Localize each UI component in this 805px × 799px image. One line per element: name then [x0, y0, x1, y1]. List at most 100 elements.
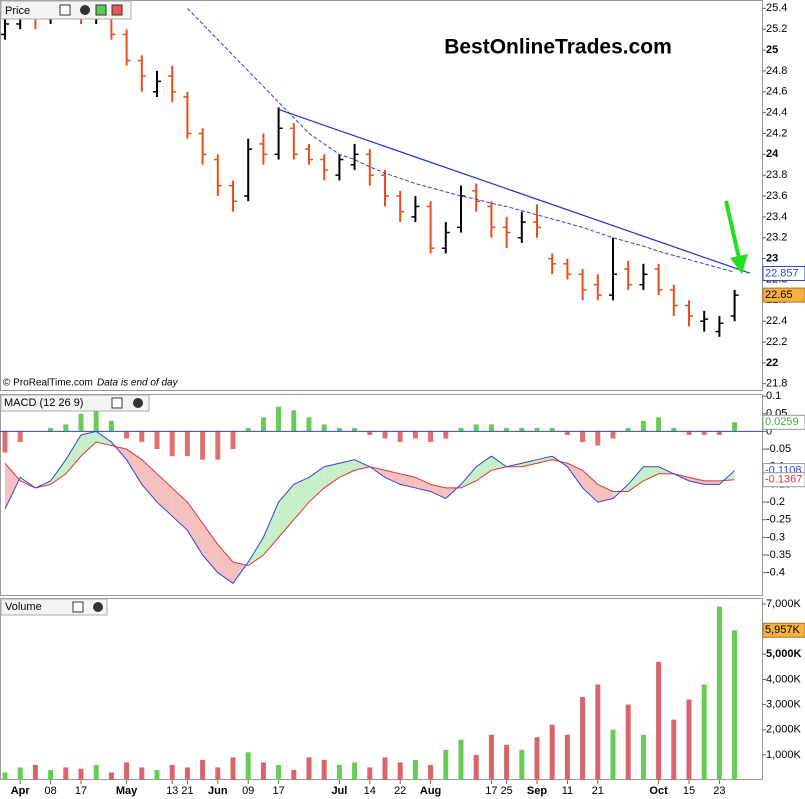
y-tick-label: 7,000K — [766, 598, 802, 610]
icon[interactable] — [72, 601, 84, 613]
histogram-bar — [580, 431, 586, 443]
histogram-bar — [367, 431, 373, 435]
volume-bar — [291, 769, 297, 780]
value-marker-label: 5,957K — [765, 624, 801, 636]
arrow — [724, 200, 741, 259]
macd-fill — [385, 470, 401, 485]
histogram-bar — [504, 427, 510, 432]
histogram-bar — [93, 410, 99, 432]
macd-fill — [643, 466, 659, 481]
volume-bar — [397, 762, 403, 780]
histogram-bar — [397, 431, 403, 443]
histogram-bar — [564, 431, 570, 435]
macd-fill — [81, 431, 97, 457]
macd-fill — [689, 477, 705, 485]
volume-bar — [428, 764, 434, 780]
y-tick-label: 21.8 — [766, 378, 787, 390]
x-tick-label: Apr — [11, 785, 31, 797]
macd-header: MACD (12 26 9) — [0, 394, 150, 412]
moving-average — [187, 7, 735, 273]
macd-fill — [5, 463, 21, 510]
y-tick-label: 23 — [766, 253, 778, 265]
histogram-bar — [352, 427, 358, 432]
y-tick-label: 23.8 — [766, 169, 787, 181]
icon[interactable] — [93, 602, 103, 612]
histogram-bar — [200, 431, 206, 460]
volume-bar — [245, 752, 251, 780]
volume-bar — [519, 749, 525, 780]
macd-line — [4, 430, 735, 584]
y-tick-label: -0.35 — [766, 549, 791, 561]
volume-panel — [0, 598, 763, 780]
value-marker — [762, 414, 805, 430]
volume-bar — [32, 764, 38, 780]
histogram-bar — [488, 424, 494, 432]
macd-fill — [96, 431, 112, 446]
y-tick-label: 0 — [766, 425, 772, 437]
y-tick-label: 25.2 — [766, 23, 787, 35]
macd-fill — [567, 463, 583, 488]
x-tick-label: 11 — [562, 785, 573, 797]
histogram-bar — [63, 424, 69, 432]
y-tick-label: 4,000K — [766, 673, 802, 685]
panel-title: Price — [5, 5, 30, 17]
value-marker — [762, 472, 805, 488]
volume-bar — [701, 684, 707, 780]
histogram-bar — [17, 431, 23, 443]
volume-bar — [580, 697, 586, 780]
histogram-bar — [169, 431, 175, 457]
volume-bar — [336, 764, 342, 780]
volume-bar — [671, 719, 677, 780]
volume-bar — [367, 767, 373, 780]
histogram-bar — [671, 427, 677, 432]
value-marker-label: 0.0259 — [765, 416, 799, 428]
histogram-bar — [625, 427, 631, 432]
volume-bar — [306, 757, 312, 780]
y-tick-label: 23.6 — [766, 190, 787, 202]
trendline — [278, 108, 750, 274]
x-tick-label: Jul — [331, 785, 347, 797]
volume-bar — [276, 764, 282, 780]
volume-bar — [154, 769, 160, 780]
icon[interactable] — [111, 4, 123, 16]
volume-header: Volume — [0, 598, 108, 616]
note: Data is end of day — [97, 378, 179, 389]
volume-bar — [63, 767, 69, 780]
x-tick-label: 17 — [485, 785, 497, 797]
icon[interactable] — [111, 397, 123, 409]
macd-fill — [582, 470, 598, 503]
volume-bar — [108, 772, 114, 780]
y-tick-label: -0.4 — [766, 567, 785, 579]
value-marker-label: -0.1367 — [765, 474, 802, 486]
histogram-bar — [291, 410, 297, 432]
histogram-bar — [336, 427, 342, 432]
macd-fill — [491, 456, 507, 471]
y-tick-label: 3,000K — [766, 698, 802, 710]
macd-fill — [597, 484, 613, 503]
volume-bar — [549, 724, 555, 780]
price-panel — [0, 0, 763, 391]
macd-fill — [50, 459, 66, 485]
macd-fill — [202, 523, 218, 573]
icon[interactable] — [80, 5, 90, 15]
icon[interactable] — [133, 398, 143, 408]
panel-title: Volume — [5, 601, 42, 613]
y-tick-label: 25.4 — [766, 2, 787, 14]
histogram-bar — [686, 431, 692, 435]
volume-bar — [184, 767, 190, 780]
icon[interactable] — [95, 4, 107, 16]
y-tick-label: 23.2 — [766, 232, 787, 244]
histogram-bar — [732, 422, 738, 432]
volume-bar — [458, 739, 464, 780]
macd-fill — [263, 502, 279, 556]
volume-bar — [504, 744, 510, 780]
histogram-bar — [306, 417, 312, 432]
icon[interactable] — [59, 4, 71, 16]
histogram-bar — [276, 406, 282, 432]
macd-fill — [65, 434, 81, 474]
x-tick-label: Aug — [420, 785, 441, 797]
volume-bar — [169, 764, 175, 780]
volume-bar — [124, 762, 130, 780]
macd-fill — [476, 456, 492, 481]
x-tick-label: 23 — [713, 785, 725, 797]
